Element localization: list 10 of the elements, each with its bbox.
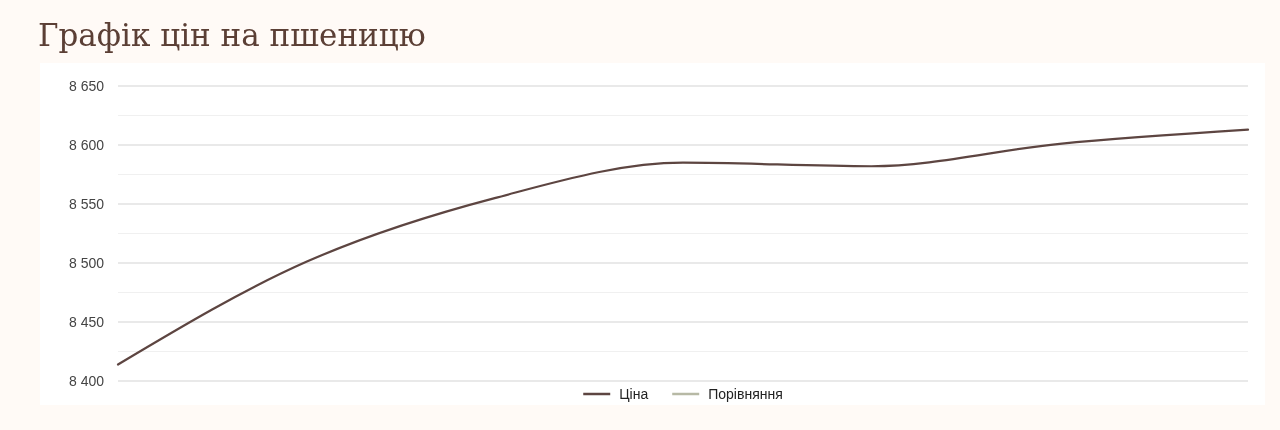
chart-title: Графік цін на пшеницю [38, 17, 426, 53]
y-tick-label: 8 550 [68, 195, 105, 212]
y-tick-label: 8 400 [68, 372, 105, 389]
legend-label: Порівняння [708, 386, 783, 402]
line-series [116, 128, 1250, 366]
y-tick-label: 8 500 [68, 254, 105, 271]
y-tick-label: 8 600 [68, 136, 105, 153]
legend-label: Ціна [619, 386, 649, 402]
y-tick-label: 8 450 [68, 313, 105, 330]
y-tick-label: 8 650 [68, 77, 105, 94]
